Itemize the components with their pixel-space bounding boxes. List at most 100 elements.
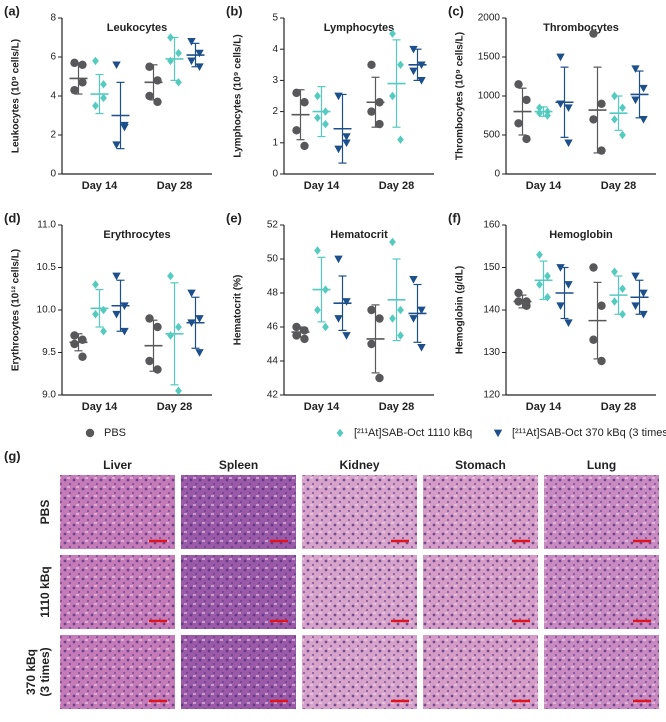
data-point — [564, 319, 573, 327]
panel-label: (b) — [226, 3, 243, 18]
data-point — [78, 352, 87, 361]
column-label: Lung — [587, 458, 616, 472]
y-tick-label: 6 — [50, 52, 56, 63]
data-point — [187, 289, 196, 298]
data-point — [145, 356, 154, 366]
y-axis-label: Lymphocytes (10⁹ cells/L) — [233, 34, 244, 157]
histology-texture — [544, 475, 659, 549]
data-point — [564, 281, 573, 289]
data-point — [334, 92, 343, 101]
data-point — [175, 48, 182, 58]
data-point — [112, 272, 121, 281]
legend-label: PBS — [104, 427, 126, 439]
data-point — [92, 101, 99, 110]
data-point — [375, 98, 384, 107]
data-point — [536, 108, 543, 118]
histology-texture — [302, 475, 417, 549]
data-point — [389, 91, 396, 101]
x-tick-label: Day 14 — [526, 180, 562, 192]
data-point — [409, 315, 418, 323]
data-point — [367, 339, 376, 349]
data-point — [167, 56, 174, 66]
data-point — [514, 119, 523, 128]
data-point — [314, 113, 321, 123]
panel-label: (e) — [226, 210, 242, 225]
data-point — [556, 100, 565, 108]
x-tick-label: Day 28 — [379, 180, 414, 192]
data-point — [522, 134, 531, 144]
data-point — [631, 65, 640, 73]
data-point — [389, 29, 396, 38]
y-tick-label: 2 — [272, 106, 278, 117]
x-tick-label: Day 14 — [304, 180, 340, 192]
data-point — [522, 301, 531, 310]
data-point — [409, 276, 418, 284]
data-point — [342, 133, 351, 141]
histology-texture — [181, 555, 296, 629]
data-point — [120, 302, 129, 310]
data-point — [92, 56, 99, 66]
data-point — [639, 84, 648, 93]
data-point — [397, 60, 404, 69]
data-point — [153, 365, 162, 374]
histology-texture — [60, 635, 175, 709]
data-point — [589, 263, 598, 272]
data-point — [175, 78, 182, 87]
x-tick-label: Day 14 — [304, 401, 340, 413]
data-point — [292, 88, 301, 98]
y-axis-label: Erythrocytes (10¹² cells/L) — [11, 249, 22, 371]
y-tick-label: 130 — [483, 347, 500, 358]
data-point — [589, 115, 598, 124]
data-point — [70, 331, 79, 340]
histology-texture — [181, 635, 296, 709]
data-point — [187, 57, 196, 66]
data-point — [619, 103, 626, 112]
x-tick-label: Day 28 — [601, 180, 636, 192]
y-tick-label: 48 — [267, 288, 279, 299]
data-point — [611, 267, 618, 276]
data-point — [397, 331, 404, 340]
y-tick-label: 3 — [272, 75, 278, 86]
data-point — [417, 61, 426, 69]
y-tick-label: 4 — [50, 91, 56, 102]
data-point — [639, 116, 648, 124]
panel-label: (g) — [4, 448, 21, 463]
data-point — [544, 271, 551, 281]
histology-texture — [302, 635, 417, 709]
data-point — [314, 246, 321, 255]
data-point — [556, 264, 565, 272]
y-tick-label: 42 — [267, 390, 279, 401]
y-tick-label: 8 — [50, 13, 56, 24]
y-tick-label: 0 — [494, 169, 500, 180]
data-point — [597, 99, 606, 109]
y-axis-label: Hemoglobin (g/dL) — [455, 266, 466, 354]
data-point — [92, 280, 99, 289]
data-point — [597, 146, 606, 155]
data-point — [389, 314, 396, 323]
y-tick-label: 0 — [50, 169, 56, 180]
panel-label: (f) — [448, 210, 461, 225]
data-point — [514, 80, 523, 89]
data-point — [367, 60, 376, 69]
y-tick-label: 9.0 — [42, 390, 56, 401]
data-point — [112, 61, 121, 69]
data-point — [611, 297, 618, 306]
data-point — [195, 315, 204, 323]
histology-texture — [423, 475, 538, 549]
data-point — [514, 297, 523, 306]
data-point — [314, 305, 321, 315]
data-point — [300, 334, 309, 344]
data-point — [292, 331, 301, 340]
data-point — [70, 58, 79, 68]
x-tick-label: Day 28 — [601, 401, 636, 413]
data-point — [367, 107, 376, 116]
data-point — [522, 95, 531, 105]
y-tick-label: 46 — [267, 322, 279, 333]
data-point — [639, 289, 648, 298]
data-point — [342, 139, 351, 147]
row-label: (3 times) — [38, 647, 52, 696]
data-point — [322, 285, 329, 294]
data-point — [556, 53, 565, 62]
data-point — [153, 76, 162, 85]
y-tick-label: 160 — [483, 220, 500, 231]
